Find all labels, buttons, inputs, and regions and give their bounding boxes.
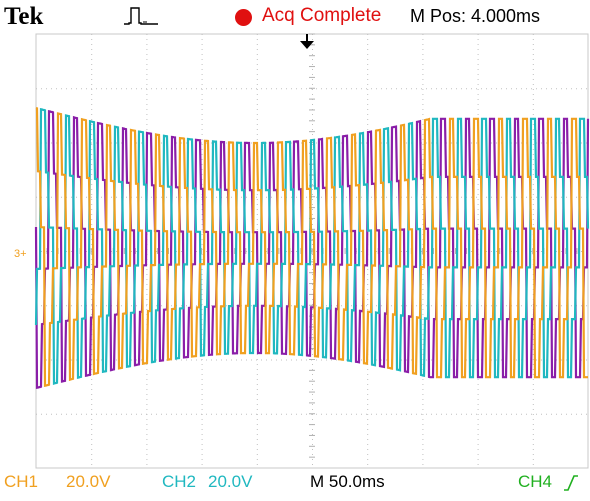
ch1-label: CH1: [4, 472, 39, 491]
status-bar: Tek Acq Complete M Pos: 4.000ms: [0, 0, 590, 34]
ch2-scale: 20.0V: [208, 472, 253, 491]
ch4-label: CH4: [518, 472, 553, 491]
square-pulse-icon: [124, 7, 158, 25]
red-dot-icon: [235, 9, 252, 26]
ch1-scale: 20.0V: [66, 472, 111, 491]
waveform-trace-1: [34, 109, 590, 390]
down-arrow-icon: [300, 41, 314, 49]
waveform-trace-2: [34, 107, 590, 385]
waveform-traces: [34, 106, 590, 390]
rising-edge-icon: [564, 475, 578, 491]
svg-text:3+: 3+: [14, 248, 27, 260]
trigger-position-marker: [300, 34, 314, 49]
ch2-label: CH2: [162, 472, 197, 491]
ground-level-marker: 3+: [14, 248, 27, 260]
timebase-readout: M 50.0ms: [310, 472, 385, 491]
brand-logo: Tek: [4, 3, 44, 30]
acquisition-status: Acq Complete: [262, 5, 382, 26]
waveform-trace-3: [35, 106, 588, 388]
horizontal-position: M Pos: 4.000ms: [410, 6, 541, 26]
